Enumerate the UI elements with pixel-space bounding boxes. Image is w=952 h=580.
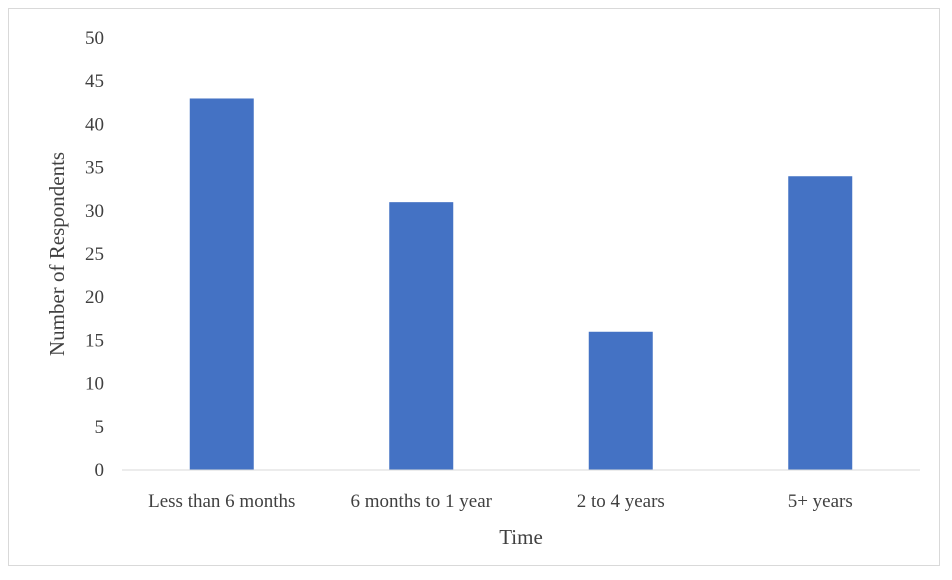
x-tick-label: Less than 6 months: [148, 491, 295, 512]
x-axis-title: Time: [499, 525, 543, 549]
bar: [788, 176, 853, 471]
x-tick-label: 5+ years: [788, 491, 853, 512]
y-tick-label: 25: [85, 244, 104, 265]
y-tick-label: 15: [85, 330, 104, 351]
y-tick-label: 30: [85, 201, 104, 222]
bar: [189, 98, 254, 470]
y-tick-label: 5: [95, 417, 105, 438]
y-axis-title: Number of Respondents: [45, 152, 69, 356]
x-tick-label: 6 months to 1 year: [351, 491, 493, 512]
bar: [588, 331, 653, 470]
y-tick-label: 45: [85, 71, 104, 92]
chart-frame: [8, 8, 940, 566]
y-tick-labels: 0 5 10 15 20 25 30 35 40 45 50: [85, 28, 104, 481]
y-tick-label: 0: [95, 460, 105, 481]
x-tick-label: 2 to 4 years: [577, 491, 665, 512]
y-tick-label: 10: [85, 374, 104, 395]
y-tick-label: 20: [85, 287, 104, 308]
y-tick-label: 40: [85, 114, 104, 135]
y-tick-label: 35: [85, 158, 104, 179]
y-tick-label: 50: [85, 28, 104, 49]
bars: [189, 98, 853, 471]
x-tick-labels: Less than 6 months 6 months to 1 year 2 to…: [148, 491, 853, 512]
bar: [389, 202, 454, 470]
